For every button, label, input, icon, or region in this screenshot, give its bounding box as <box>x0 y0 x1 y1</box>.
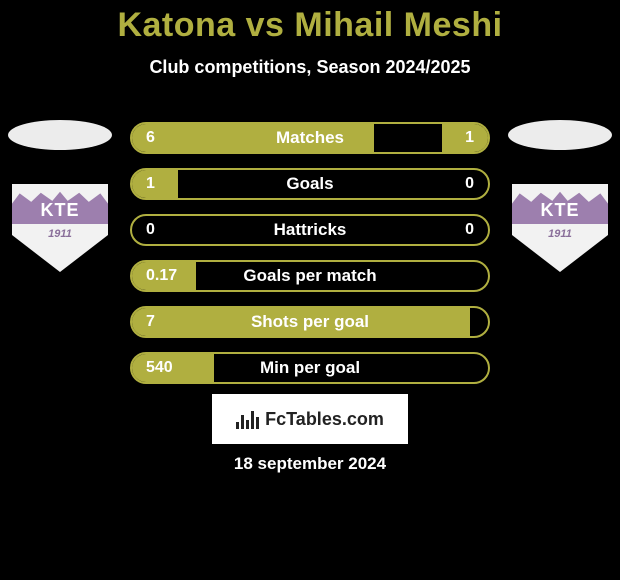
player-silhouette-icon <box>508 120 612 150</box>
stat-value-left: 0 <box>146 221 155 239</box>
chart-bars-icon <box>236 409 259 429</box>
club-badge-band: KTE <box>12 190 108 224</box>
stat-label: Goals per match <box>132 266 488 286</box>
stat-value-left: 0.17 <box>146 267 177 285</box>
page-title: Katona vs Mihail Meshi <box>0 6 620 45</box>
club-code: KTE <box>41 200 80 221</box>
player-right-column: KTE 1911 <box>504 120 616 272</box>
club-code: KTE <box>541 200 580 221</box>
stat-row: Matches6 1 <box>130 122 490 154</box>
comparison-card: Katona vs Mihail Meshi Club competitions… <box>0 0 620 580</box>
stat-row: Goals1 0 <box>130 168 490 200</box>
stat-value-left: 7 <box>146 313 155 331</box>
stat-row: Shots per goal7 <box>130 306 490 338</box>
stat-row: Goals per match0.17 <box>130 260 490 292</box>
brand-watermark: FcTables.com <box>212 394 408 444</box>
stat-label: Hattricks <box>132 220 488 240</box>
snapshot-date: 18 september 2024 <box>0 454 620 474</box>
stat-value-left: 6 <box>146 129 155 147</box>
subtitle: Club competitions, Season 2024/2025 <box>0 57 620 78</box>
stat-value-right: 0 <box>465 175 474 193</box>
stat-label: Matches <box>132 128 488 148</box>
club-badge-band: KTE <box>512 190 608 224</box>
club-year: 1911 <box>548 228 572 240</box>
stat-label: Min per goal <box>132 358 488 378</box>
club-year: 1911 <box>48 228 72 240</box>
brand-text: FcTables.com <box>265 409 384 430</box>
stat-label: Goals <box>132 174 488 194</box>
stat-row: Min per goal540 <box>130 352 490 384</box>
player-silhouette-icon <box>8 120 112 150</box>
stat-value-right: 0 <box>465 221 474 239</box>
club-badge-left: KTE 1911 <box>12 184 108 272</box>
stat-value-left: 1 <box>146 175 155 193</box>
stat-label: Shots per goal <box>132 312 488 332</box>
player-left-column: KTE 1911 <box>4 120 116 272</box>
stat-value-left: 540 <box>146 359 173 377</box>
stats-list: Matches61Goals10Hattricks00Goals per mat… <box>130 122 490 384</box>
stat-row: Hattricks0 0 <box>130 214 490 246</box>
stat-value-right: 1 <box>465 129 474 147</box>
club-badge-right: KTE 1911 <box>512 184 608 272</box>
